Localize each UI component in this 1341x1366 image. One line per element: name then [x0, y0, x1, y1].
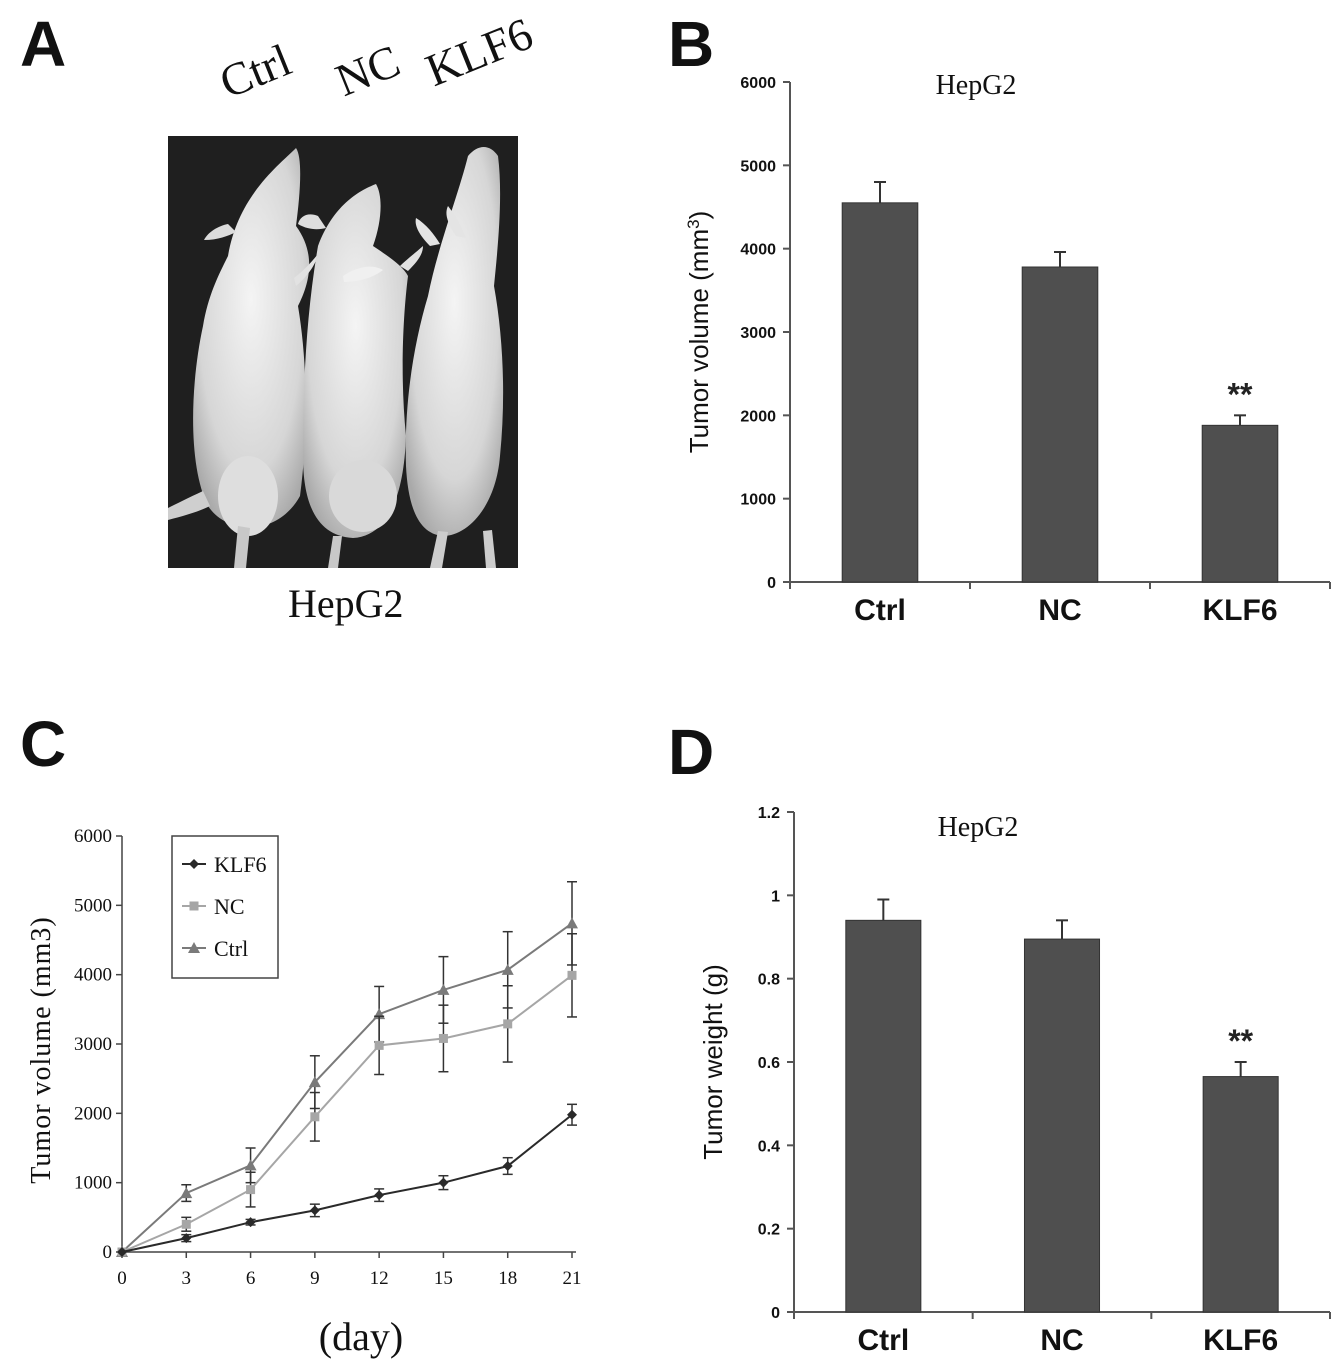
mouse-ctrl: [168, 148, 318, 568]
significance-marker: **: [1228, 1023, 1253, 1059]
data-point: [245, 1217, 256, 1228]
series-line: [121, 974, 573, 1253]
series-line: [121, 922, 573, 1253]
x-category-label: Ctrl: [857, 1324, 909, 1357]
x-category-label: Ctrl: [854, 594, 906, 627]
y-tick-label: 3000: [74, 1034, 112, 1055]
x-tick-label: 15: [434, 1268, 453, 1289]
panel-label-d: D: [668, 716, 715, 788]
data-point: [244, 1159, 257, 1171]
series-klf6: [117, 1103, 577, 1257]
data-point: [438, 1177, 449, 1188]
x-tick-label: 9: [310, 1268, 320, 1289]
x-category-label: NC: [1040, 1324, 1083, 1357]
y-axis-label: Tumor volume (mm3): [684, 211, 715, 454]
legend: KLF6 NC Ctrl: [171, 835, 279, 979]
data-point: [309, 1205, 320, 1216]
legend-marker: [189, 859, 199, 869]
panel-label-c: C: [20, 708, 67, 780]
data-point: [310, 1112, 320, 1122]
bar-nc: [1021, 266, 1099, 583]
mice-photograph: [168, 136, 518, 568]
x-tick-label: 12: [370, 1268, 389, 1289]
y-tick-label: 0: [767, 575, 776, 592]
y-tick-label: 1000: [74, 1173, 112, 1194]
photo-label-nc: NC: [328, 34, 407, 107]
y-tick-label: 0.4: [758, 1138, 780, 1155]
y-tick-label: 0.6: [758, 1055, 780, 1072]
y-tick-label: 0.8: [758, 972, 780, 989]
data-point: [567, 970, 577, 980]
data-point: [374, 1190, 385, 1201]
data-point: [181, 1233, 192, 1244]
data-point: [437, 983, 450, 995]
bar-ctrl: [841, 202, 919, 583]
legend-label: KLF6: [214, 852, 267, 877]
bar-klf6: [1201, 424, 1279, 583]
data-point: [308, 1076, 321, 1088]
photo-caption: HepG2: [288, 581, 404, 626]
x-category-label: NC: [1038, 594, 1081, 627]
legend-label: Ctrl: [214, 936, 248, 961]
photo-label-klf6: KLF6: [418, 7, 540, 97]
x-tick-label: 6: [246, 1268, 256, 1289]
y-tick-label: 1000: [740, 492, 776, 509]
y-axis-label: Tumor weight (g): [698, 964, 728, 1160]
x-category-label: KLF6: [1203, 1324, 1278, 1357]
y-tick-label: 2000: [74, 1103, 112, 1124]
data-point: [246, 1185, 256, 1195]
data-point: [501, 963, 514, 975]
y-tick-label: 0: [103, 1242, 113, 1263]
panel-label-b: B: [668, 8, 715, 80]
bar-nc: [1023, 938, 1101, 1313]
series-line: [121, 1113, 573, 1253]
y-tick-label: 5000: [74, 895, 112, 916]
data-point: [181, 1219, 191, 1229]
y-tick-label: 3000: [740, 325, 776, 342]
y-tick-label: 1: [771, 888, 780, 905]
legend-label: NC: [214, 894, 245, 919]
mouse-klf6: [405, 147, 504, 568]
x-tick-label: 21: [563, 1268, 582, 1289]
y-tick-label: 1.2: [758, 805, 780, 822]
x-tick-label: 18: [498, 1268, 517, 1289]
mouse-nc: [298, 184, 423, 568]
bar-klf6: [1202, 1076, 1279, 1313]
legend-marker: [189, 901, 199, 911]
significance-marker: **: [1228, 376, 1253, 412]
y-tick-label: 6000: [74, 826, 112, 847]
data-point: [566, 917, 578, 929]
data-point: [438, 1033, 448, 1043]
data-point: [502, 1161, 513, 1172]
chart-title: HepG2: [938, 812, 1019, 843]
data-point: [567, 1109, 577, 1120]
chart-title: HepG2: [936, 70, 1017, 101]
x-axis-label: (day): [319, 1314, 403, 1359]
y-tick-label: 6000: [740, 75, 776, 92]
bar-ctrl: [845, 919, 922, 1313]
photo-label-ctrl: Ctrl: [212, 33, 298, 109]
y-axis-label: Tumor volume (mm3): [26, 916, 57, 1183]
data-point: [180, 1187, 193, 1199]
y-tick-label: 5000: [740, 158, 776, 175]
y-tick-label: 2000: [740, 408, 776, 425]
bar-chart-tumor-weight: 0 0.2 0.4 0.6 0.8 1 1.2 Ctrl NC ** KLF6 HepG2 Tumor …: [698, 805, 1331, 1357]
data-point: [503, 1019, 513, 1029]
y-tick-label: 0: [771, 1305, 780, 1322]
legend-marker: [188, 942, 200, 953]
panel-label-a: A: [20, 8, 67, 80]
x-tick-label: 3: [182, 1268, 192, 1289]
x-category-label: KLF6: [1203, 594, 1278, 627]
x-tick-label: 0: [117, 1268, 127, 1289]
y-tick-label: 4000: [74, 965, 112, 986]
data-point: [374, 1040, 384, 1050]
line-chart-tumor-growth: 0 1000 2000 3000 4000 5000 6000 0 3 6 9 12 15 18 21 (da…: [26, 826, 582, 1359]
data-point: [117, 1247, 127, 1257]
y-tick-label: 4000: [740, 242, 776, 259]
mice-illustration: [168, 147, 504, 568]
y-tick-label: 0.2: [758, 1222, 780, 1239]
bar-chart-tumor-volume: 0 1000 2000 3000 4000 5000 6000 Ctrl NC ** KLF6 Hep…: [684, 70, 1331, 627]
